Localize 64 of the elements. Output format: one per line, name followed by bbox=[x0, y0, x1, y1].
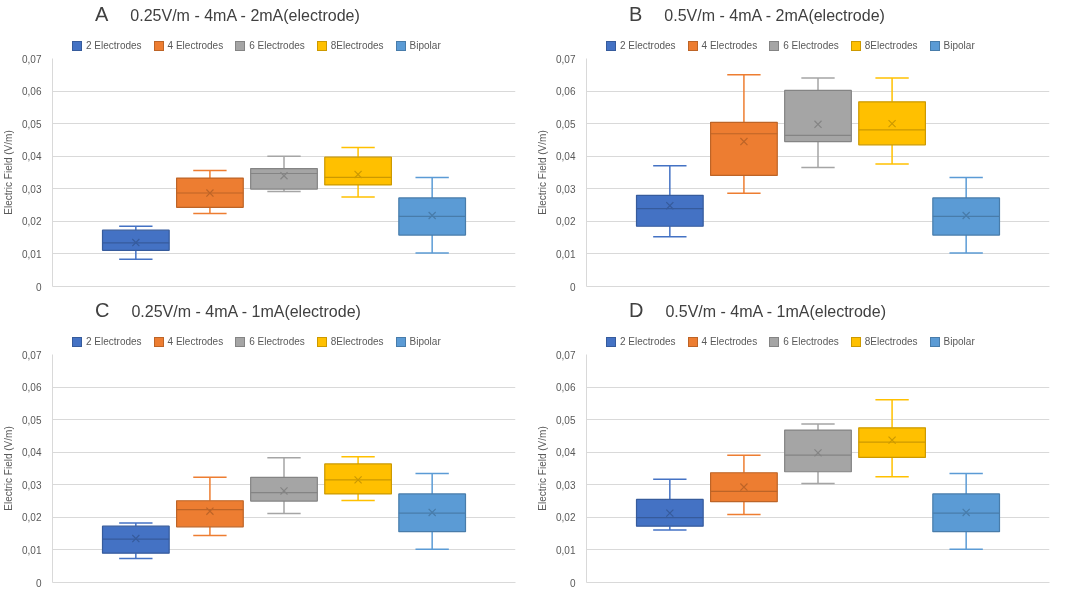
legend-label: 6 Electrodes bbox=[783, 335, 839, 347]
chart-title: D bbox=[629, 299, 644, 321]
y-tick-label: 0,03 bbox=[22, 479, 42, 491]
legend-label: 6 Electrodes bbox=[249, 39, 305, 51]
y-tick-label: 0,07 bbox=[22, 349, 42, 361]
y-tick-label: 0,04 bbox=[22, 151, 42, 163]
y-tick-label: 0,01 bbox=[556, 544, 576, 556]
legend-label: Bipolar bbox=[943, 39, 975, 51]
legend-label: 2 Electrodes bbox=[86, 335, 142, 347]
y-tick-label: 0 bbox=[569, 577, 576, 589]
y-tick-label: 0,07 bbox=[556, 53, 576, 65]
legend-label: 4 Electrodes bbox=[701, 335, 758, 347]
y-tick-label: 0 bbox=[35, 577, 42, 589]
chart-subtitle: 0.25V/m - 4mA - 2mA(electrode) bbox=[130, 7, 360, 24]
y-tick-label: 0,07 bbox=[22, 53, 42, 65]
y-tick-label: 0,01 bbox=[556, 248, 576, 260]
y-tick-label: 0,03 bbox=[556, 479, 576, 491]
y-tick-label: 0,05 bbox=[556, 118, 576, 130]
y-tick-label: 0,02 bbox=[556, 512, 576, 524]
y-tick-label: 0,05 bbox=[22, 118, 42, 130]
y-tick-label: 0,05 bbox=[22, 414, 42, 426]
chart-title: C bbox=[95, 299, 110, 321]
y-axis-title: Electric Field (V/m) bbox=[537, 426, 549, 511]
y-tick-label: 0,02 bbox=[22, 216, 42, 228]
legend-label: 6 Electrodes bbox=[249, 335, 305, 347]
chart-subtitle: 0.5V/m - 4mA - 2mA(electrode) bbox=[664, 7, 885, 24]
y-axis-title: Electric Field (V/m) bbox=[3, 426, 15, 511]
y-tick-label: 0,02 bbox=[556, 216, 576, 228]
y-tick-label: 0,04 bbox=[556, 447, 576, 459]
y-tick-label: 0,06 bbox=[556, 382, 576, 394]
legend-label: Bipolar bbox=[409, 335, 441, 347]
y-axis-title: Electric Field (V/m) bbox=[3, 130, 15, 215]
y-axis-title: Electric Field (V/m) bbox=[537, 130, 549, 215]
legend-label: 4 Electrodes bbox=[167, 39, 224, 51]
y-tick-label: 0,06 bbox=[22, 86, 42, 98]
y-tick-label: 0 bbox=[35, 281, 42, 293]
legend-label: Bipolar bbox=[409, 39, 441, 51]
legend-label: Bipolar bbox=[943, 335, 975, 347]
legend-label: 8Electrodes bbox=[864, 39, 918, 51]
y-tick-label: 0 bbox=[569, 281, 576, 293]
y-tick-label: 0,03 bbox=[22, 183, 42, 195]
y-tick-label: 0,04 bbox=[22, 447, 42, 459]
y-tick-label: 0,04 bbox=[556, 151, 576, 163]
y-tick-label: 0,06 bbox=[22, 382, 42, 394]
legend-label: 4 Electrodes bbox=[167, 335, 224, 347]
chart-subtitle: 0.25V/m - 4mA - 1mA(electrode) bbox=[131, 303, 361, 320]
legend-label: 8Electrodes bbox=[330, 39, 384, 51]
chart-subtitle: 0.5V/m - 4mA - 1mA(electrode) bbox=[665, 303, 886, 320]
y-tick-label: 0,01 bbox=[22, 544, 42, 556]
legend-label: 6 Electrodes bbox=[783, 39, 839, 51]
y-tick-label: 0,01 bbox=[22, 248, 42, 260]
y-tick-label: 0,03 bbox=[556, 183, 576, 195]
chart-title: B bbox=[629, 3, 643, 25]
legend-label: 2 Electrodes bbox=[620, 39, 676, 51]
legend-label: 8Electrodes bbox=[330, 335, 384, 347]
legend-label: 8Electrodes bbox=[864, 335, 918, 347]
y-tick-label: 0,06 bbox=[556, 86, 576, 98]
y-tick-label: 0,07 bbox=[556, 349, 576, 361]
y-tick-label: 0,05 bbox=[556, 414, 576, 426]
chart-title: A bbox=[95, 3, 109, 25]
legend-label: 2 Electrodes bbox=[620, 335, 676, 347]
y-tick-label: 0,02 bbox=[22, 512, 42, 524]
legend-label: 4 Electrodes bbox=[701, 39, 758, 51]
legend-label: 2 Electrodes bbox=[86, 39, 142, 51]
